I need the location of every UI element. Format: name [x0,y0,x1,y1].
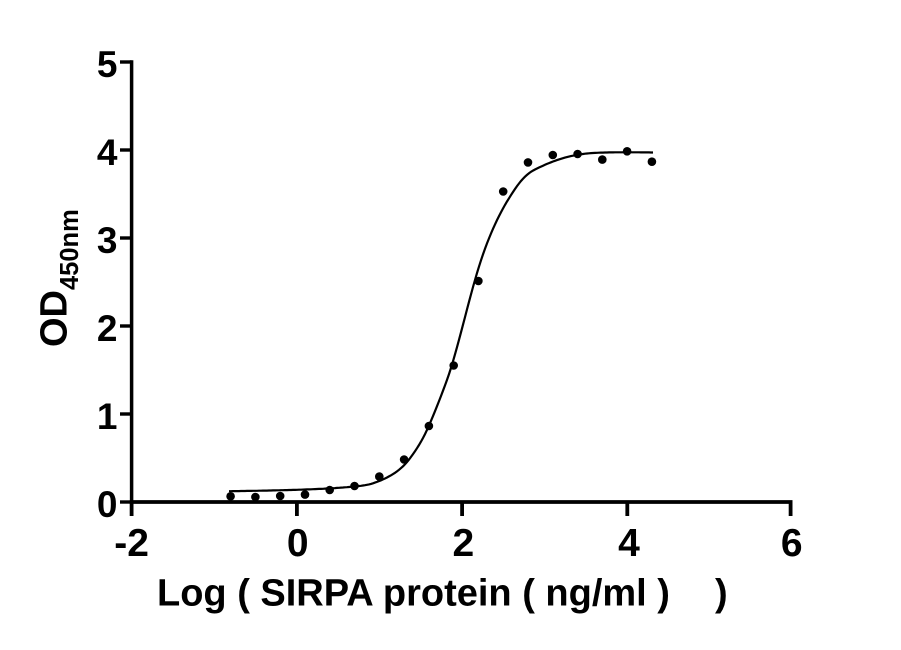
svg-text:5: 5 [97,44,118,85]
svg-text:0: 0 [97,484,118,525]
svg-text:0: 0 [287,522,309,565]
svg-text:6: 6 [781,522,803,565]
svg-text:3: 3 [97,220,118,261]
svg-text:-2: -2 [114,522,149,565]
svg-text:2: 2 [452,522,474,565]
svg-text:2: 2 [97,308,118,349]
svg-text:Log ( SIRPA protein ( ng/ml )): Log ( SIRPA protein ( ng/ml )) [157,573,728,615]
svg-text:1: 1 [97,396,118,437]
svg-text:4: 4 [97,132,118,173]
svg-text:4: 4 [618,522,640,565]
